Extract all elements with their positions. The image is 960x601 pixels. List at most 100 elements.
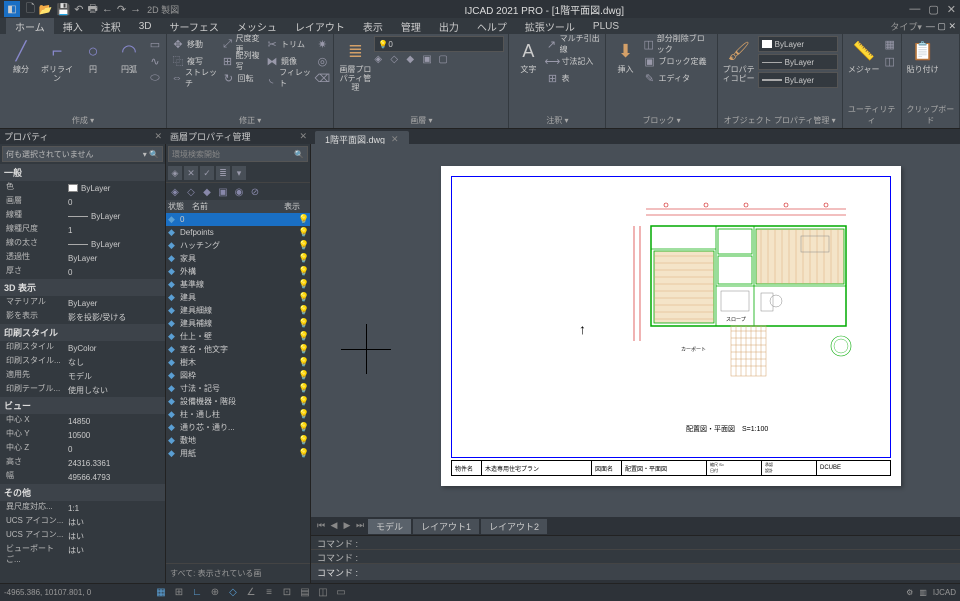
layer-bulb-icon[interactable]: 💡 [298, 227, 308, 238]
snap-toggle[interactable]: ▦ [154, 586, 168, 600]
prop-row[interactable]: 中心 X14850 [0, 414, 165, 428]
layer-filter-icon[interactable]: ▾ [232, 166, 246, 180]
prop-row[interactable]: マテリアルByLayer [0, 296, 165, 310]
layer-row[interactable]: ◆図枠💡 [166, 369, 310, 382]
polar-toggle[interactable]: ⊕ [208, 586, 222, 600]
layer-bulb-icon[interactable]: 💡 [298, 318, 308, 329]
prop-row[interactable]: 色ByLayer [0, 181, 165, 195]
draw-small-2[interactable]: ∿ [148, 53, 162, 69]
color-combo[interactable]: ByLayer [758, 36, 838, 52]
layer-bulb-icon[interactable]: 💡 [298, 305, 308, 316]
move-button[interactable]: ✥移動 [171, 36, 219, 52]
osnap-toggle[interactable]: ◇ [226, 586, 240, 600]
array-button[interactable]: ⊞配列複写 [221, 53, 263, 69]
dimension-button[interactable]: ⟷寸法記入 [545, 53, 601, 69]
polyline-button[interactable]: ⌐ポリライン [40, 36, 74, 86]
tab-output[interactable]: 出力 [430, 18, 468, 35]
prop-row[interactable]: 中心 Z0 [0, 442, 165, 456]
layer-row[interactable]: ◆設備機器・階段💡 [166, 395, 310, 408]
layer-tool-4[interactable]: ▣ [422, 54, 436, 68]
layer-bulb-icon[interactable]: 💡 [298, 396, 308, 407]
block-small-1[interactable]: ◫部分削除ブロック [643, 36, 713, 52]
lineweight-combo[interactable]: ByLayer [758, 72, 838, 88]
layout-first-icon[interactable]: ⏮ [315, 520, 327, 532]
block-small-2[interactable]: ▣ブロック定義 [643, 53, 713, 69]
workspace-label[interactable]: 2D 製図 [147, 3, 179, 16]
tab-surface[interactable]: サーフェス [161, 18, 228, 35]
draw-small-3[interactable]: ⬭ [148, 70, 162, 86]
tab-view[interactable]: 表示 [354, 18, 392, 35]
drawing-canvas[interactable]: ↑ [311, 144, 960, 517]
qat-forward-icon[interactable]: → [130, 3, 141, 15]
layer-states-icon[interactable]: ≣ [216, 166, 230, 180]
layer-tool-5[interactable]: ▢ [438, 54, 452, 68]
qat-new-icon[interactable]: 🗋 [26, 0, 35, 19]
layer-bulb-icon[interactable]: 💡 [298, 292, 308, 303]
prop-row[interactable]: 影を表示影を投影/受ける [0, 310, 165, 324]
layer-bulb-icon[interactable]: 💡 [298, 279, 308, 290]
prop-row[interactable]: 厚さ0 [0, 265, 165, 279]
annoscale-icon[interactable]: ⚙ [906, 588, 913, 597]
layer-bulb-icon[interactable]: 💡 [298, 357, 308, 368]
prop-row[interactable]: 画層0 [0, 195, 165, 209]
linetype-combo[interactable]: ByLayer [758, 54, 838, 70]
layer-row[interactable]: ◆建具💡 [166, 291, 310, 304]
dyn-toggle[interactable]: ⊡ [280, 586, 294, 600]
mleader-button[interactable]: ↗マルチ引出線 [545, 36, 601, 52]
prop-row[interactable]: 印刷スタイル...なし [0, 355, 165, 369]
layer-t2-6[interactable]: ⊘ [248, 185, 262, 199]
prop-row[interactable]: 高さ24316.3361 [0, 456, 165, 470]
workspace-icon[interactable]: ▥ [919, 588, 927, 597]
tab-plus[interactable]: PLUS [584, 20, 628, 33]
tab-insert[interactable]: 挿入 [54, 18, 92, 35]
block-small-3[interactable]: ✎エディタ [643, 70, 713, 86]
prop-row[interactable]: 印刷スタイルByColor [0, 341, 165, 355]
layer-t2-3[interactable]: ◆ [200, 185, 214, 199]
close-icon[interactable]: ✕ [947, 3, 956, 16]
layer-bulb-icon[interactable]: 💡 [298, 344, 308, 355]
prop-row[interactable]: 線の太さByLayer [0, 237, 165, 251]
util-2[interactable]: ◫ [883, 53, 897, 69]
rotate-button[interactable]: ↻回転 [221, 70, 263, 86]
layer-bulb-icon[interactable]: 💡 [298, 370, 308, 381]
otrack-toggle[interactable]: ∠ [244, 586, 258, 600]
tab-3d[interactable]: 3D [130, 20, 161, 33]
layer-t2-5[interactable]: ◉ [232, 185, 246, 199]
layer-del-icon[interactable]: ✕ [184, 166, 198, 180]
prop-row[interactable]: ビューポートご...はい [0, 543, 165, 557]
layer-bulb-icon[interactable]: 💡 [298, 448, 308, 459]
layer-props-button[interactable]: ≣画層プロパティ管理 [338, 36, 372, 94]
command-input[interactable]: コマンド : [311, 564, 960, 580]
layer-bulb-icon[interactable]: 💡 [298, 383, 308, 394]
line-button[interactable]: ╱線分 [4, 36, 38, 77]
grid-toggle[interactable]: ⊞ [172, 586, 186, 600]
layer-combo[interactable]: 💡 0 [374, 36, 504, 52]
layer-search-input[interactable]: 環境検索開始🔍 [168, 146, 308, 162]
circle-button[interactable]: ○円 [76, 36, 110, 77]
tab-mesh[interactable]: メッシュ [228, 18, 286, 35]
lweight-toggle[interactable]: ≡ [262, 586, 276, 600]
tab-express[interactable]: 拡張ツール [516, 18, 584, 35]
doc-close-icon[interactable]: ✕ [948, 21, 956, 31]
ortho-toggle[interactable]: ∟ [190, 586, 204, 600]
layer-new-icon[interactable]: ◈ [168, 166, 182, 180]
mod-small-a[interactable]: ✷ [315, 36, 329, 52]
sc-toggle[interactable]: ◫ [316, 586, 330, 600]
qat-print-icon[interactable]: 🖶 [87, 0, 97, 19]
layer-bulb-icon[interactable]: 💡 [298, 435, 308, 446]
layer-row[interactable]: ◆Defpoints💡 [166, 226, 310, 239]
layer-bulb-icon[interactable]: 💡 [298, 422, 308, 433]
tab-layout[interactable]: レイアウト [286, 18, 354, 35]
layer-bulb-icon[interactable]: 💡 [298, 240, 308, 251]
arc-button[interactable]: ◠円弧 [112, 36, 146, 77]
table-button[interactable]: ⊞表 [545, 70, 601, 86]
layout1-tab[interactable]: レイアウト1 [413, 519, 479, 534]
qat-open-icon[interactable]: 📂 [39, 3, 53, 16]
layer-row[interactable]: ◆樹木💡 [166, 356, 310, 369]
selection-dropdown[interactable]: 何も選択されていません▾ 🔍 [2, 146, 163, 162]
doc-maximize-icon[interactable]: ▢ [937, 21, 946, 31]
layout-next-icon[interactable]: ▶ [341, 520, 353, 532]
insert-button[interactable]: ⬇挿入 [610, 36, 640, 77]
prop-row[interactable]: 幅49566.4793 [0, 470, 165, 484]
layer-t2-2[interactable]: ◇ [184, 185, 198, 199]
